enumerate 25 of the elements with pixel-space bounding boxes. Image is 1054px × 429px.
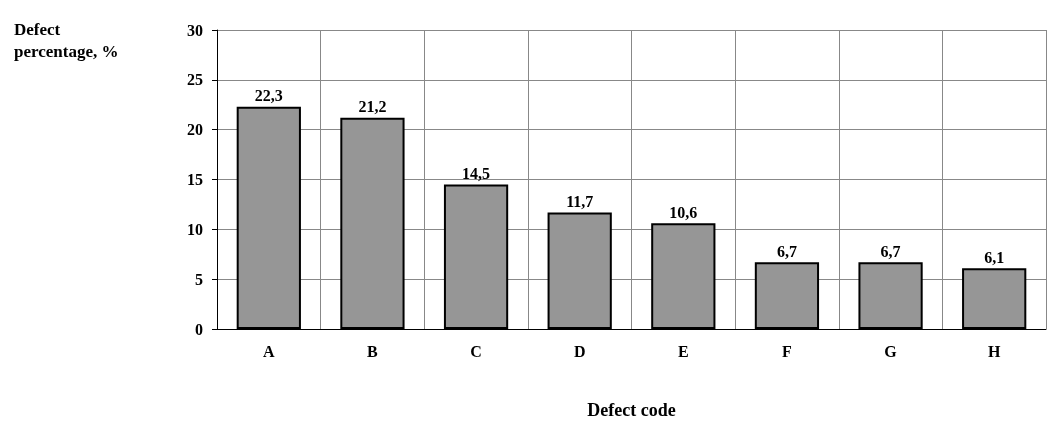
x-tick-label: D — [573, 342, 586, 360]
x-tick-label: B — [367, 342, 379, 360]
y-tick-label: 20 — [187, 121, 203, 139]
y-tick-label: 10 — [187, 220, 203, 238]
data-label: 6,7 — [776, 242, 797, 260]
x-tick-label: E — [677, 342, 689, 360]
x-tick-label: C — [470, 342, 482, 360]
x-tick-label: A — [263, 342, 276, 360]
data-label: 6,1 — [984, 248, 1005, 266]
data-label: 10,6 — [669, 203, 698, 221]
y-axis-title: Defect percentage, % — [14, 19, 119, 61]
x-axis-title: Defect code — [587, 400, 676, 420]
y-tick-label: 5 — [195, 270, 203, 288]
x-tick-label: G — [884, 342, 898, 360]
data-label: 22,3 — [254, 87, 283, 105]
x-tick-label: H — [987, 342, 1001, 360]
y-tick-label: 15 — [187, 171, 203, 188]
data-label: 21,2 — [358, 98, 387, 116]
x-tick-label: F — [782, 342, 793, 360]
data-label: 14,5 — [462, 164, 491, 182]
y-tick-label: 0 — [195, 320, 203, 338]
y-tick-label: 30 — [187, 21, 203, 39]
y-tick-label: 25 — [187, 71, 203, 89]
data-label: 11,7 — [566, 192, 594, 210]
data-label: 6,7 — [880, 242, 901, 260]
